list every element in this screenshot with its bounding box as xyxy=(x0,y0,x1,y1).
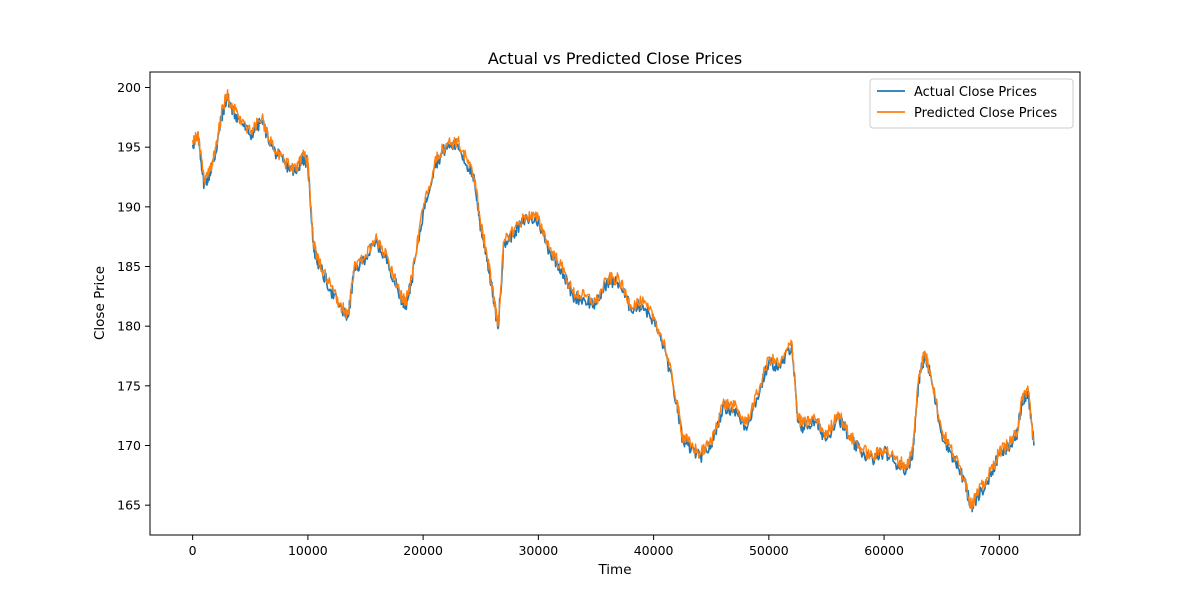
chart-title: Actual vs Predicted Close Prices xyxy=(488,49,742,68)
x-tick-label: 30000 xyxy=(518,543,558,558)
x-tick-label: 60000 xyxy=(864,543,904,558)
x-tick-label: 10000 xyxy=(288,543,328,558)
x-tick-label: 40000 xyxy=(634,543,674,558)
plot-area xyxy=(149,71,1081,536)
series-line-predicted xyxy=(191,88,1035,511)
legend-box xyxy=(869,78,1074,129)
y-tick-label: 185 xyxy=(117,259,141,274)
legend-label-predicted: Predicted Close Prices xyxy=(914,106,1057,121)
x-axis: 0 10000 20000 30000 40000 50000 60000 70000 xyxy=(189,535,1019,558)
x-tick-label: 70000 xyxy=(979,543,1019,558)
y-tick-label: 170 xyxy=(117,438,141,453)
y-tick-label: 195 xyxy=(117,140,141,155)
y-axis-label: Close Price xyxy=(92,266,108,340)
axes-frame xyxy=(149,71,1081,536)
y-tick-label: 180 xyxy=(117,319,141,334)
y-axis: 165 170 175 180 185 190 195 200 xyxy=(117,80,150,513)
legend: Actual Close Prices Predicted Close Pric… xyxy=(869,78,1074,129)
series-layer xyxy=(191,88,1035,513)
axes-background xyxy=(150,72,1080,535)
x-tick-label: 50000 xyxy=(749,543,789,558)
x-axis-label: Time xyxy=(597,562,631,578)
y-tick-label: 165 xyxy=(117,498,141,513)
y-tick-label: 200 xyxy=(117,80,141,95)
legend-label-actual: Actual Close Prices xyxy=(914,85,1037,100)
y-tick-label: 190 xyxy=(117,199,141,214)
x-tick-label: 20000 xyxy=(403,543,443,558)
x-tick-label: 0 xyxy=(189,543,197,558)
y-tick-label: 175 xyxy=(117,378,141,393)
